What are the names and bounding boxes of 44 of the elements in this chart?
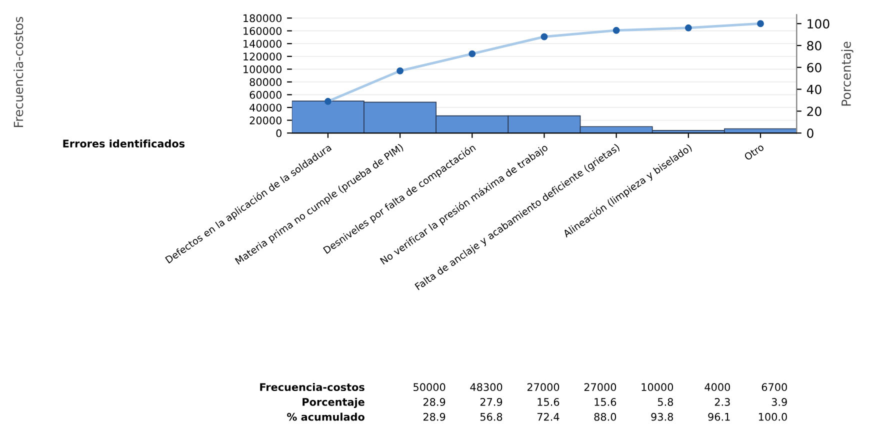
- y-tick-label: 140000: [244, 40, 282, 48]
- text: 72.4: [537, 412, 560, 421]
- text: 100.0: [758, 412, 787, 421]
- y2-tick-label: 20: [807, 106, 822, 116]
- text: Porcentaje: [302, 398, 364, 408]
- x-axis-title: Errores identificados: [63, 139, 185, 148]
- text: Frecuencia-costos: [260, 382, 364, 392]
- text: 93.8: [651, 412, 674, 421]
- y-tick-label: 60000: [250, 90, 282, 99]
- y-tick-label: 0: [276, 129, 282, 138]
- text: 15.6: [594, 398, 616, 406]
- text: 56.8: [480, 412, 502, 421]
- y2-tick-label: 0: [807, 128, 814, 138]
- text: 15.6: [538, 398, 560, 406]
- text: 27000: [584, 383, 616, 392]
- y-tick-label: 80000: [250, 78, 282, 86]
- text: 27.9: [480, 398, 502, 406]
- text: 4000: [704, 383, 730, 392]
- text: Frecuencia-costos: [14, 16, 24, 127]
- text: 5.8: [658, 398, 674, 406]
- text: % acumulado: [287, 412, 364, 421]
- y-tick-label: 120000: [244, 52, 282, 60]
- y-tick-label: 100000: [244, 65, 282, 74]
- text: 28.9: [423, 412, 446, 421]
- y2-tick-label: 40: [806, 84, 822, 94]
- text: 96.1: [708, 412, 730, 421]
- text: 27000: [527, 383, 560, 392]
- y-tick-label: 160000: [244, 27, 282, 35]
- y2-tick-label: 60: [807, 62, 822, 72]
- y-tick-label: 180000: [244, 14, 282, 22]
- text: 88.0: [594, 412, 616, 421]
- text: 50000: [414, 383, 446, 392]
- x-tick-label: Otro: [744, 143, 764, 161]
- y2-tick-label: 100: [808, 19, 830, 29]
- text: 2.3: [714, 398, 730, 406]
- text: 48300: [470, 383, 502, 392]
- y2-axis-title: Porcentaje: [841, 42, 854, 106]
- text: 3.9: [772, 398, 787, 406]
- y-tick-label: 20000: [250, 116, 282, 124]
- text: 28.9: [423, 398, 446, 406]
- y2-tick-label: 80: [807, 40, 822, 50]
- text: 6700: [762, 383, 787, 392]
- text: 10000: [642, 383, 674, 392]
- y-tick-label: 40000: [250, 104, 282, 112]
